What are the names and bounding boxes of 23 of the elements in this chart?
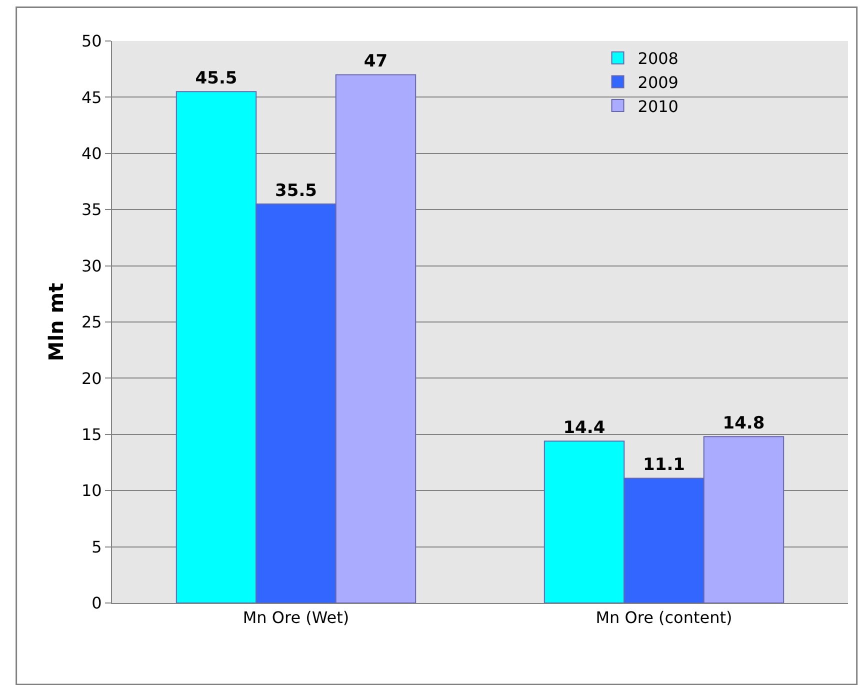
- data-label: 47: [364, 52, 388, 72]
- data-label: 14.8: [722, 414, 765, 434]
- y-tick-label: 15: [81, 425, 102, 444]
- data-label: 11.1: [643, 455, 685, 476]
- data-label: 14.4: [563, 418, 606, 438]
- legend-label: 2010: [638, 96, 678, 116]
- data-label: 35.5: [275, 180, 317, 201]
- y-tick-label: 35: [81, 200, 102, 220]
- y-tick-label: 10: [81, 481, 102, 500]
- y-tick-label: 30: [81, 256, 102, 276]
- data-label: 45.5: [195, 68, 238, 89]
- y-tick-label: 25: [81, 312, 102, 332]
- y-axis-title: Mln mt: [44, 282, 68, 362]
- y-tick-label: 20: [81, 368, 102, 388]
- y-tick-label: 50: [81, 32, 102, 51]
- legend-label: 2009: [638, 72, 678, 92]
- y-tick-label: 0: [92, 594, 102, 613]
- y-tick-label: 40: [81, 144, 102, 163]
- y-tick-label: 5: [92, 537, 102, 556]
- x-tick-label: Mn Ore (content): [596, 608, 732, 628]
- legend-label: 2008: [638, 49, 678, 68]
- y-tick-label: 45: [81, 88, 102, 107]
- x-tick-label: Mn Ore (Wet): [242, 608, 350, 628]
